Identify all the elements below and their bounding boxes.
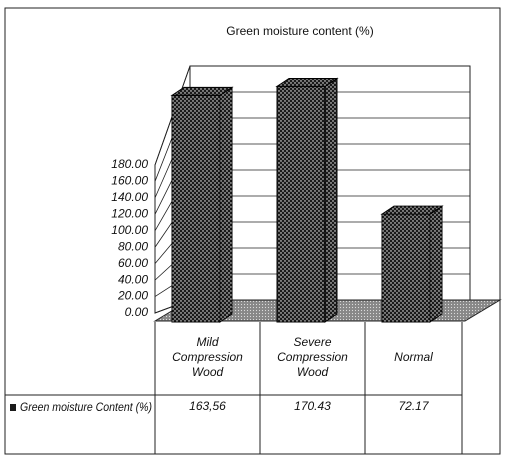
bar <box>275 77 339 323</box>
bar-side <box>219 86 233 323</box>
bar-front <box>171 94 221 323</box>
y-tick-label: 120.00 <box>111 207 148 221</box>
bar <box>380 205 444 323</box>
table-lines <box>5 322 463 454</box>
y-tick-label: 20.00 <box>117 289 148 303</box>
y-tick-label: 140.00 <box>111 190 148 204</box>
bar-side <box>429 205 443 323</box>
category-label: Normal <box>394 350 433 364</box>
legend-label: Green moisture Content (%) <box>20 400 152 414</box>
bar <box>170 86 234 323</box>
value-label: 170.43 <box>294 399 331 413</box>
y-tick-label: 60.00 <box>118 256 148 270</box>
value-label: 163,56 <box>189 399 226 413</box>
category-label: Severe Compression Wood <box>277 335 348 379</box>
bar-front <box>276 85 326 323</box>
value-label: 72.17 <box>398 399 429 413</box>
y-tick-label: 40.00 <box>118 272 148 286</box>
category-label: Mild Compression Wood <box>172 335 243 379</box>
frame <box>4 7 501 455</box>
y-tick-label: 160.00 <box>111 174 148 188</box>
y-tick-label: 80.00 <box>118 239 148 253</box>
y-tick-label: 100.00 <box>111 223 148 237</box>
y-tick-label: 180.00 <box>111 157 148 171</box>
chart-title: Green moisture content (%) <box>226 24 373 38</box>
legend-symbol <box>10 404 16 411</box>
grid-line <box>154 65 470 166</box>
bar-front <box>381 213 431 323</box>
y-tick-label: 0.00 <box>125 305 149 319</box>
bar-side <box>324 77 338 323</box>
